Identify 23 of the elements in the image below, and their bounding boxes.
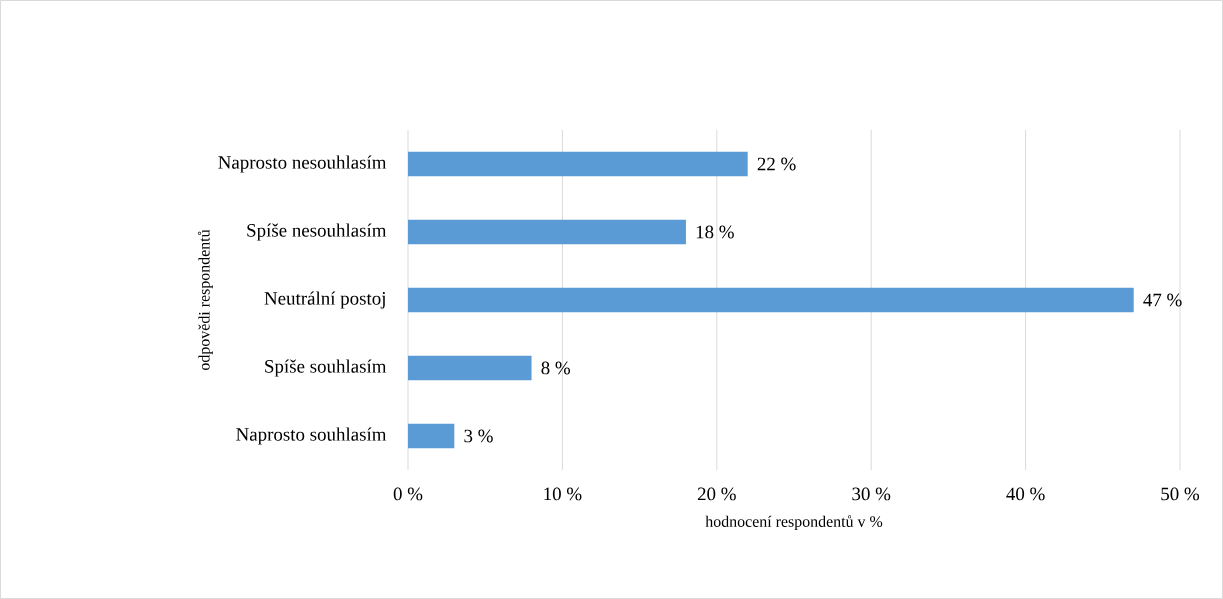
bar — [408, 151, 748, 177]
x-tick-label: 40 % — [1006, 487, 1045, 501]
y-tick-label: Spíše souhlasím — [265, 359, 387, 377]
data-label: 3 % — [464, 429, 493, 443]
bar — [408, 219, 686, 245]
y-axis-title: odpovědi respondentů — [197, 229, 213, 370]
data-label: 8 % — [541, 361, 571, 375]
y-tick-label: Naprosto nesouhlasím — [218, 155, 387, 173]
y-tick-label: Naprosto souhlasím — [236, 427, 387, 445]
x-tick-label: 0 % — [393, 487, 423, 501]
x-tick-label: 10 % — [544, 487, 582, 501]
bar — [408, 287, 1134, 313]
y-tick-label: Spíše nesouhlasím — [247, 223, 387, 241]
data-label: 22 % — [757, 157, 796, 171]
x-axis-title: hodnocení respondentů v % — [705, 515, 883, 531]
bar — [408, 355, 532, 381]
bar — [408, 423, 455, 449]
x-tick-label: 30 % — [852, 487, 891, 501]
data-label: 18 % — [696, 225, 734, 239]
x-tick-label: 20 % — [697, 487, 736, 501]
y-tick-label: Neutrální postoj — [264, 291, 385, 309]
x-tick-label: 50 % — [1161, 487, 1200, 501]
data-label: 47 % — [1143, 293, 1182, 307]
